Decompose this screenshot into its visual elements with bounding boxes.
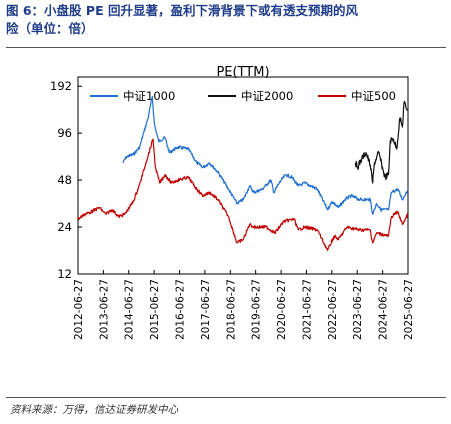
x-tick-label: 2022-06-27: [327, 279, 339, 340]
x-tick-label: 2015-06-27: [149, 279, 161, 340]
top-rule: [6, 47, 446, 48]
x-tick-label: 2023-06-27: [352, 279, 364, 340]
x-tick-label: 2012-06-27: [73, 279, 85, 340]
x-tick-label: 2018-06-27: [225, 279, 237, 340]
x-tick-label: 2017-06-27: [200, 279, 212, 340]
x-tick-label: 2020-06-27: [276, 279, 288, 340]
y-axis: 12 24 48 96 192: [50, 79, 82, 281]
series-line-1: [122, 95, 409, 215]
y-tick-label: 12: [57, 267, 72, 281]
x-tick-label: 2014-06-27: [124, 279, 136, 340]
series-layer: [77, 95, 409, 251]
series-line-3: [77, 138, 409, 251]
chart-title: PE(TTM): [216, 65, 269, 80]
plot-area-frame: [77, 76, 409, 275]
y-tick-label: 24: [57, 220, 72, 234]
x-tick-label: 2019-06-27: [251, 279, 263, 340]
x-tick-label: 2024-06-27: [378, 279, 390, 340]
x-tick-label: 2013-06-27: [98, 279, 110, 340]
figure-title-line-1: 图 6：小盘股 PE 回升显著，盈利下滑背景下或有透支预期的风: [6, 3, 358, 18]
pe-line-chart: PE(TTM) 中证1000 中证2000 中证500 12 24 48 96 192 20…: [50, 65, 415, 340]
y-tick-label: 48: [57, 173, 72, 187]
legend-label-3: 中证500: [351, 89, 396, 103]
x-tick-label: 2016-06-27: [175, 279, 187, 340]
series-line-2: [354, 100, 409, 184]
legend-label-2: 中证2000: [241, 89, 293, 103]
x-axis: 2012-06-27 2013-06-27 2014-06-27 2015-06-27…: [73, 270, 415, 340]
figure-title: 图 6：小盘股 PE 回升显著，盈利下滑背景下或有透支预期的风 险（单位：倍）: [6, 2, 446, 38]
x-tick-label: 2021-06-27: [301, 279, 313, 340]
y-tick-label: 96: [57, 126, 72, 140]
legend-label-1: 中证1000: [123, 89, 175, 103]
figure-title-line-2: 险（单位：倍）: [6, 21, 94, 36]
source-note: 资料来源：万得，信达证券研发中心: [10, 404, 178, 416]
legend: 中证1000 中证2000 中证500: [90, 89, 396, 103]
y-tick-label: 192: [50, 79, 72, 93]
bottom-rule: [6, 397, 446, 398]
x-tick-label: 2025-06-27: [403, 279, 415, 340]
